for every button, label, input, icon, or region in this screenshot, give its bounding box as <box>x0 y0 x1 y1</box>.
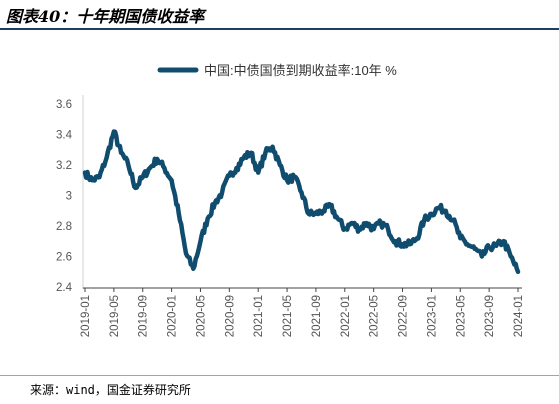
y-tick-label: 3.4 <box>56 130 73 142</box>
x-tick-label: 2023-01 <box>426 295 438 337</box>
x-tick-label: 2020-09 <box>224 295 236 337</box>
series-line-10y-yield <box>82 129 521 275</box>
x-tick-label: 2021-05 <box>282 295 294 337</box>
legend: 中国:中债国债到期收益率:10年 % <box>157 63 397 78</box>
x-tick-label: 2021-09 <box>311 295 323 337</box>
x-tick-label: 2020-05 <box>195 295 207 337</box>
x-tick-label: 2022-05 <box>369 295 381 337</box>
x-tick-label: 2022-09 <box>398 295 410 337</box>
source-rule <box>0 375 559 376</box>
y-tick-label: 3.6 <box>56 99 72 111</box>
source-note: 来源：wind，国金证券研究所 <box>30 383 191 397</box>
x-tick-label: 2023-09 <box>484 295 496 337</box>
legend-label: 中国:中债国债到期收益率:10年 % <box>204 63 397 78</box>
y-tick-label: 2.6 <box>56 252 72 264</box>
y-tick-label: 3.2 <box>56 160 72 172</box>
figure-title: 图表40：十年期国债收益率 <box>6 7 205 26</box>
x-tick-label: 2022-01 <box>340 295 352 337</box>
x-tick-label: 2024-01 <box>513 295 525 337</box>
y-tick-labels: 2.4 2.6 2.8 3 3.2 3.4 3.6 <box>56 99 73 294</box>
x-tick-labels: 2019-01 2019-05 2019-09 2020-01 2020-05 2020-… <box>80 288 525 337</box>
x-tick-label: 2019-01 <box>80 295 92 337</box>
x-tick-label: 2019-09 <box>138 295 150 337</box>
x-tick-label: 2019-05 <box>109 295 121 337</box>
y-tick-label: 3 <box>66 191 72 203</box>
x-tick-label: 2020-01 <box>167 295 179 337</box>
x-tick-label: 2023-05 <box>455 295 467 337</box>
y-tick-label: 2.4 <box>56 282 73 294</box>
x-tick-label: 2021-01 <box>253 295 265 337</box>
title-rule <box>0 28 559 30</box>
y-tick-label: 2.8 <box>56 221 72 233</box>
